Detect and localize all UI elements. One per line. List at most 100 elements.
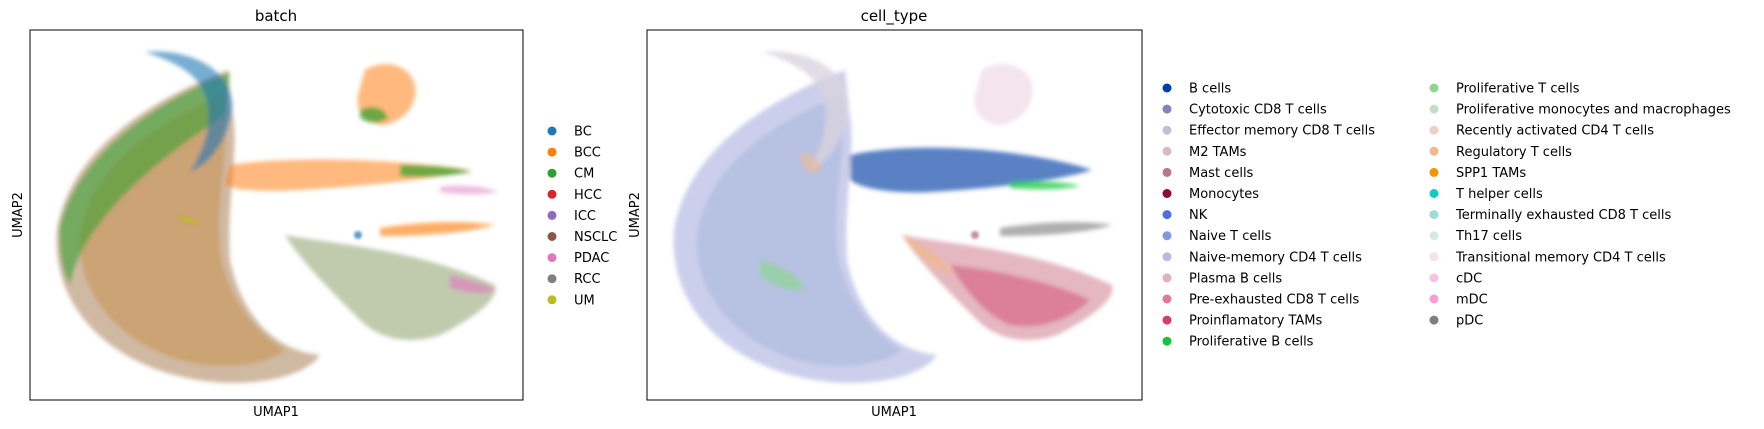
legend-marker — [547, 189, 557, 199]
legend-label: Proliferative T cells — [1456, 82, 1580, 97]
legend-label: Mast cells — [1189, 166, 1254, 181]
legend-label: PDAC — [574, 251, 609, 266]
legend-marker — [1162, 231, 1172, 241]
legend-marker — [1429, 294, 1439, 304]
legend-marker — [1162, 210, 1172, 220]
legend-label: Plasma B cells — [1189, 271, 1282, 286]
legend-marker — [1162, 167, 1172, 177]
legend-marker — [1429, 146, 1439, 156]
legend-label: Naive-memory CD4 T cells — [1189, 250, 1362, 265]
legend-marker — [1162, 146, 1172, 156]
legend-label: BCC — [574, 146, 601, 161]
cell-type-pdc-streak — [1000, 222, 1112, 236]
cell-type-tam-orange — [902, 235, 955, 275]
legend-marker — [1429, 167, 1439, 177]
legend-marker — [547, 274, 557, 284]
batch-island-green — [360, 107, 388, 123]
cell-type-panel: cell_type UMAP1 UMAP2 B — [628, 7, 1731, 420]
legend-label: Transitional memory CD4 T cells — [1455, 250, 1666, 265]
cell-type-axes-frame — [646, 29, 1143, 401]
cell-type-orange-patch — [800, 153, 821, 174]
cell-type-green-patch — [760, 260, 805, 291]
batch-axes-frame — [29, 29, 524, 401]
batch-crescent-green-rim — [59, 72, 231, 285]
legend-label: Th17 cells — [1455, 229, 1522, 244]
legend-marker — [1429, 252, 1439, 262]
cell-type-umap-cloud — [673, 51, 1113, 383]
legend-label: mDC — [1456, 293, 1488, 308]
legend-marker — [1429, 125, 1439, 135]
cell-type-bcell-green-tip — [1010, 181, 1080, 190]
cell-type-chart-title: cell_type — [861, 7, 928, 26]
legend-label: NK — [1189, 208, 1208, 223]
legend-label: RCC — [574, 272, 601, 287]
cell-type-xlabel: UMAP1 — [871, 405, 917, 420]
legend-label: M2 TAMs — [1189, 145, 1247, 160]
legend-marker — [1162, 83, 1172, 93]
legend-marker — [547, 295, 557, 305]
legend-marker — [1162, 189, 1172, 198]
legend-label: Monocytes — [1189, 187, 1259, 202]
batch-arm-tip — [400, 165, 472, 177]
legend-marker — [1429, 273, 1439, 283]
batch-panel: batch — [11, 7, 617, 420]
batch-fan — [285, 235, 496, 340]
cell-type-crescent-core — [696, 95, 902, 366]
batch-fan-pink — [450, 275, 495, 293]
legend-label: Proliferative B cells — [1189, 335, 1314, 350]
legend-marker — [547, 232, 557, 241]
legend-label: B cells — [1189, 82, 1231, 97]
batch-umap-cloud — [56, 51, 498, 383]
legend-label: Recently activated CD4 T cells — [1456, 124, 1654, 139]
legend-marker — [547, 126, 557, 136]
legend-label: Pre-exhausted CD8 T cells — [1189, 293, 1359, 308]
legend-label: Naive T cells — [1189, 229, 1272, 244]
legend-marker — [1429, 189, 1439, 198]
batch-chart-title: batch — [255, 7, 297, 25]
legend-marker — [1429, 231, 1439, 241]
legend-label: Cytotoxic CD8 T cells — [1189, 103, 1327, 118]
legend-label: Effector memory CD8 T cells — [1189, 124, 1375, 139]
legend-label: T helper cells — [1455, 187, 1543, 202]
legend-marker — [1162, 125, 1172, 135]
batch-streak-1 — [380, 222, 495, 236]
batch-hook — [145, 51, 233, 172]
legend-label: SPP1 TAMs — [1456, 166, 1526, 181]
legend-label: pDC — [1456, 314, 1483, 329]
legend-label: CM — [574, 167, 594, 182]
legend-marker — [547, 168, 557, 178]
cell-type-small-blob — [971, 231, 979, 239]
legend-label: Proliferative monocytes and macrophages — [1456, 103, 1731, 118]
legend-marker — [1162, 315, 1172, 325]
batch-xlabel: UMAP1 — [253, 405, 299, 420]
legend-marker — [1429, 315, 1439, 325]
legend-marker — [1429, 104, 1439, 114]
legend-marker — [547, 253, 557, 263]
cell-type-ylabel: UMAP2 — [628, 192, 643, 238]
cell-type-tam-core — [950, 265, 1090, 327]
legend-label: Regulatory T cells — [1456, 145, 1572, 160]
legend-marker — [1162, 336, 1172, 346]
cell-type-island — [974, 64, 1033, 125]
legend-label: Terminally exhausted CD8 T cells — [1455, 208, 1671, 223]
legend-marker — [1162, 104, 1172, 114]
legend-label: Proinflamatory TAMs — [1189, 314, 1323, 329]
legend-marker — [1162, 294, 1172, 304]
legend-label: UM — [574, 293, 595, 308]
legend-marker — [1429, 83, 1439, 93]
legend-label: BC — [574, 125, 592, 140]
batch-ylabel: UMAP2 — [11, 192, 26, 238]
legend-label: ICC — [574, 209, 596, 224]
batch-center-streak — [180, 215, 202, 225]
cell-type-hook — [762, 51, 850, 172]
batch-legend: BC BCC CM HCC ICC NSCLC PDAC RCC UM — [547, 125, 617, 308]
legend-marker — [547, 210, 557, 220]
batch-small-blob — [354, 231, 362, 239]
legend-marker — [1429, 210, 1439, 220]
legend-label: HCC — [574, 188, 602, 203]
legend-marker — [1162, 252, 1172, 262]
legend-label: cDC — [1456, 271, 1482, 286]
legend-marker — [547, 147, 557, 157]
legend-marker — [1162, 273, 1172, 283]
